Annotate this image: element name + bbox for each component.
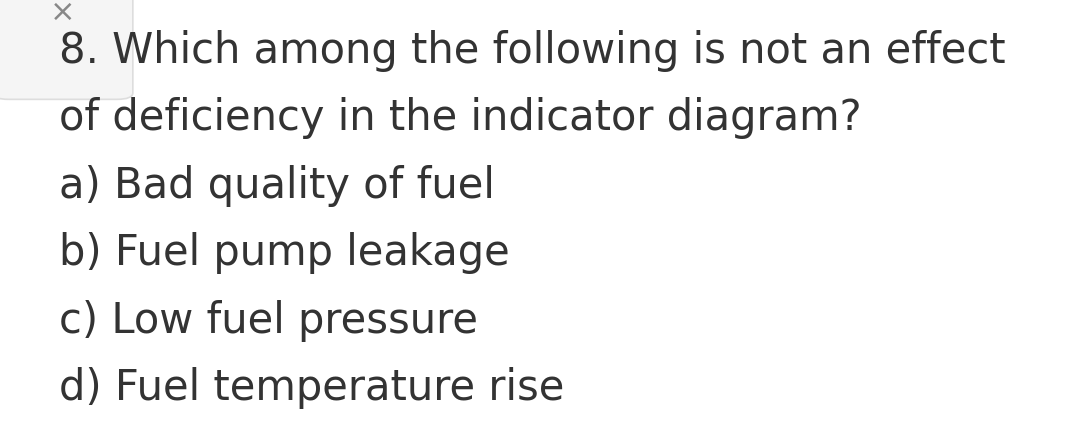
Text: 8. Which among the following is not an effect: 8. Which among the following is not an e… — [59, 30, 1007, 72]
Text: ×: × — [50, 0, 76, 27]
Text: a) Bad quality of fuel: a) Bad quality of fuel — [59, 164, 496, 206]
FancyBboxPatch shape — [0, 0, 133, 100]
Text: of deficiency in the indicator diagram?: of deficiency in the indicator diagram? — [59, 97, 862, 139]
Text: c) Low fuel pressure: c) Low fuel pressure — [59, 299, 478, 341]
Text: d) Fuel temperature rise: d) Fuel temperature rise — [59, 366, 565, 408]
Text: b) Fuel pump leakage: b) Fuel pump leakage — [59, 232, 510, 273]
